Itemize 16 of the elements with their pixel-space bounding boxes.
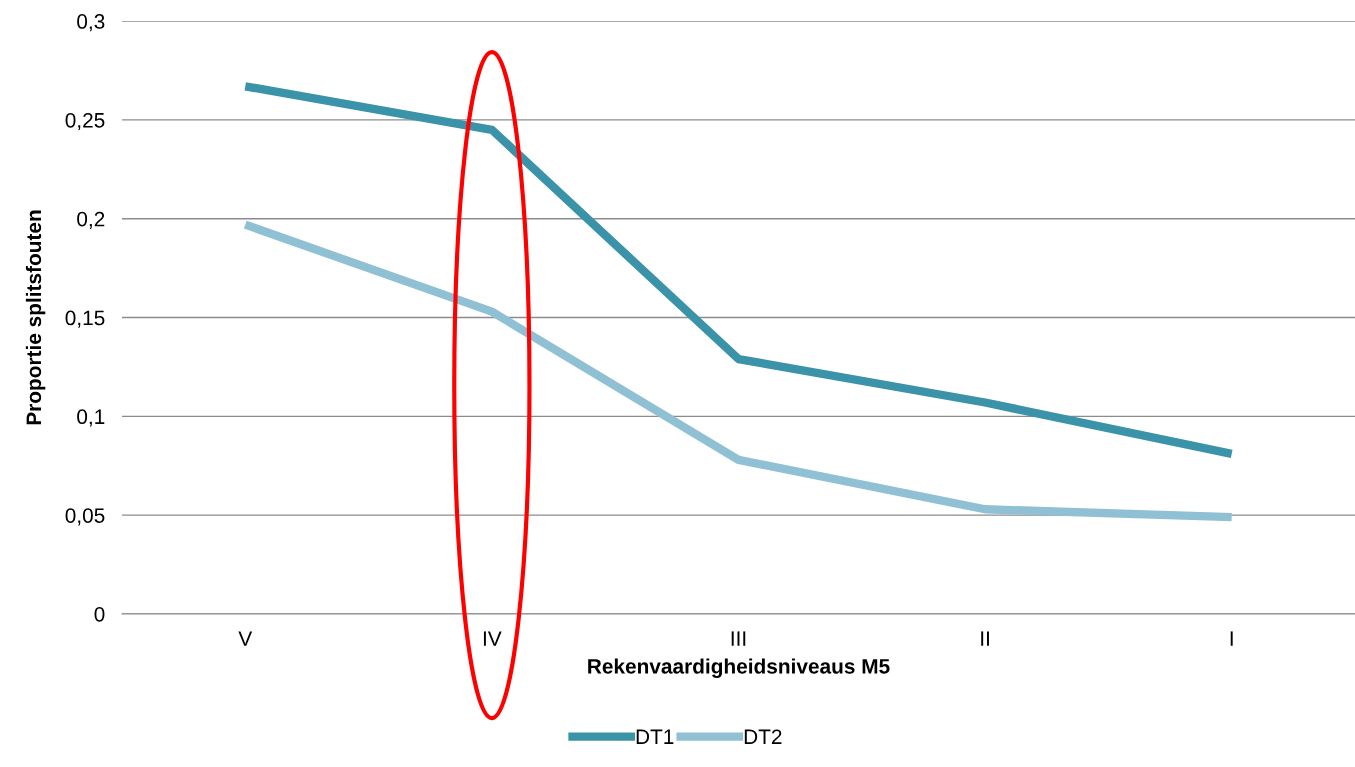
y-tick-label: 0,05 bbox=[65, 508, 105, 526]
y-tick-label: 0,1 bbox=[77, 409, 105, 427]
y-axis-title: Proportie splitsfouten bbox=[25, 210, 46, 425]
x-tick-label: I bbox=[1230, 631, 1233, 646]
y-tick-label: 0,25 bbox=[65, 112, 105, 131]
y-tick-label: 0,3 bbox=[77, 14, 105, 32]
y-tick-label: 0,15 bbox=[65, 310, 105, 328]
y-tick-label: 0,2 bbox=[77, 211, 105, 229]
x-tick-label: II bbox=[981, 631, 989, 646]
x-axis-title: Rekenvaardigheidsniveaus M5 bbox=[588, 658, 890, 678]
legend-label: DT1 bbox=[636, 729, 674, 744]
y-tick-label: 0 bbox=[94, 606, 105, 622]
x-tick-label: V bbox=[238, 631, 253, 646]
x-tick-label: III bbox=[731, 631, 746, 646]
x-tick-label: IV bbox=[483, 631, 502, 646]
legend-label: DT2 bbox=[744, 729, 782, 744]
